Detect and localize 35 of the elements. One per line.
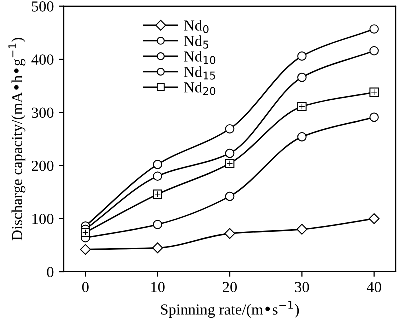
- point: [225, 192, 235, 202]
- y-tick-label: 200: [32, 160, 54, 172]
- point: [153, 172, 162, 182]
- y-tick-label: 100: [32, 214, 54, 224]
- x-tick-label: 0: [82, 282, 89, 292]
- y-tick-label: 500: [32, 2, 54, 12]
- point: [296, 224, 308, 235]
- point: [225, 124, 235, 134]
- point: [153, 220, 162, 230]
- legend-label: Nd$_{10}$: [184, 51, 216, 64]
- x-tick-label: 30: [295, 282, 310, 292]
- point: [368, 213, 380, 224]
- x-tick-label: 40: [367, 282, 382, 292]
- x-axis-title: Spinning rate/(m•s$^{−1}$): [161, 301, 300, 318]
- y-tick-label: 300: [32, 108, 54, 118]
- point: [153, 160, 162, 170]
- point: [370, 24, 379, 34]
- point: [80, 244, 92, 256]
- x-tick-label: 10: [152, 282, 165, 292]
- y-axis-title: Discharge capacity/(mA•h•g$^{−1}$): [8, 38, 26, 241]
- point: [370, 46, 379, 56]
- legend-label: Nd$_{20}$: [184, 82, 216, 96]
- x-tick-label: 20: [223, 282, 238, 292]
- point: [298, 72, 307, 82]
- legend-label: Nd$_{15}$: [184, 66, 216, 80]
- point: [225, 148, 235, 158]
- point: [298, 52, 307, 61]
- point: [370, 112, 379, 122]
- point: [224, 228, 236, 240]
- y-tick-label: 400: [32, 54, 54, 65]
- point: [152, 242, 164, 254]
- legend-label: Nd$_{0}$: [184, 20, 209, 34]
- y-tick-label: 0: [47, 267, 54, 278]
- point: [298, 132, 307, 142]
- legend-label: Nd$_{5}$: [184, 36, 209, 49]
